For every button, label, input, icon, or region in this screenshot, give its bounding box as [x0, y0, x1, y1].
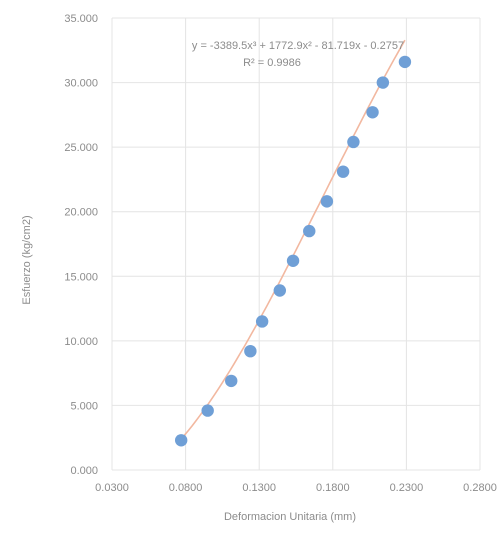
x-axis-tick-labels: 0.0300 0.0800 0.1300 0.1800 0.2300 0.2800	[95, 482, 497, 494]
y-axis-title: Esfuerzo (kg/cm2)	[21, 215, 33, 304]
data-point	[347, 135, 360, 149]
data-point	[201, 404, 214, 417]
trendline-r-squared: R² = 0.9986	[243, 57, 301, 69]
data-point	[303, 224, 316, 238]
y-tick-label: 30.000	[64, 78, 98, 90]
data-point	[376, 76, 390, 89]
y-tick-label: 10.000	[64, 336, 98, 348]
data-point	[244, 344, 257, 358]
trendline-equation: y = -3389.5x³ + 1772.9x² - 81.719x - 0.2…	[192, 40, 404, 52]
y-tick-label: 5.000	[70, 400, 98, 412]
x-tick-label: 0.2300	[390, 482, 424, 494]
x-axis-title: Deformacion Unitaria (mm)	[224, 511, 356, 523]
x-tick-label: 0.1800	[316, 482, 350, 494]
trendline	[180, 39, 406, 440]
grid-lines	[111, 17, 481, 471]
y-tick-label: 35.000	[64, 13, 98, 25]
y-tick-label: 15.000	[64, 271, 98, 283]
y-axis-tick-labels: 0.000 5.000 10.000 15.000 20.000 25.000 30.000…	[64, 13, 98, 477]
data-point	[286, 254, 300, 267]
data-point	[398, 55, 412, 69]
data-point	[320, 195, 334, 208]
y-tick-label: 20.000	[64, 207, 98, 219]
x-tick-label: 0.0800	[169, 482, 203, 494]
data-points	[174, 55, 412, 447]
x-tick-label: 0.0300	[95, 482, 129, 494]
y-tick-label: 25.000	[64, 142, 98, 154]
data-point	[366, 106, 379, 119]
trendline-layer	[180, 39, 406, 440]
data-point	[225, 374, 238, 388]
data-point	[255, 315, 269, 328]
x-tick-label: 0.1300	[242, 482, 276, 494]
data-point	[336, 165, 350, 178]
y-tick-label: 0.000	[70, 465, 98, 477]
x-tick-label: 0.2800	[463, 482, 497, 494]
data-point	[174, 434, 188, 447]
data-point	[273, 284, 287, 297]
